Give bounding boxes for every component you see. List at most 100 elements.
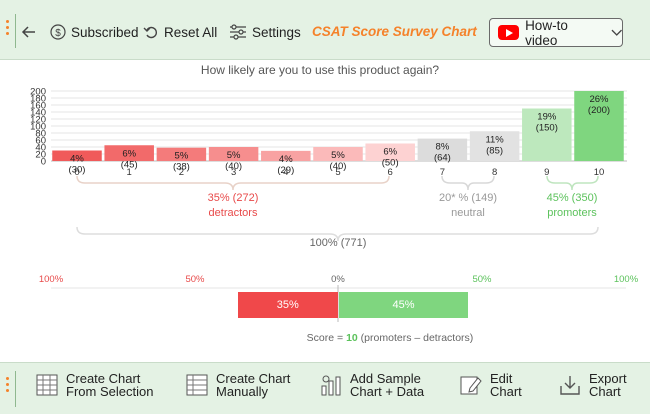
y-tick-label: 40 xyxy=(35,143,46,154)
score-prefix: Score = xyxy=(307,332,346,344)
bar-percent-label: 6% xyxy=(383,147,397,158)
bar-count-label: (85) xyxy=(486,145,503,156)
gauge-tick-right-50: 50% xyxy=(472,274,492,285)
y-tick-label: 180 xyxy=(30,94,46,105)
toolbar-divider xyxy=(15,14,16,48)
gauge-tick-right-100: 100% xyxy=(614,274,639,285)
gauge-tick-left-100: 100% xyxy=(39,274,64,285)
y-tick-label: 120 xyxy=(30,115,46,126)
score-line: Score = 10 (promoters – detractors) xyxy=(307,332,474,344)
bar xyxy=(574,91,624,161)
x-tick-label: 7 xyxy=(440,167,445,178)
detractors-label: detractors xyxy=(209,207,258,219)
promoters-label: promoters xyxy=(547,207,597,219)
export-chart-button[interactable]: Export Chart xyxy=(559,372,627,398)
add-sample-line1: Add Sample xyxy=(350,371,421,386)
gauge-detractors-bar: 35% xyxy=(237,292,338,318)
x-tick-label: 3 xyxy=(231,167,236,178)
gauge-promoters-label: 45% xyxy=(392,299,415,311)
bar xyxy=(104,145,154,161)
bar-percent-label: 5% xyxy=(227,150,241,161)
gauge-promoters-bar: 45% xyxy=(339,292,469,318)
promoters-summary: 45% (350) xyxy=(547,192,598,204)
bars-group: 4%(30)6%(45)5%(38)5%(40)4%(29)5%(40)6%(5… xyxy=(52,91,624,176)
bar-percent-label: 5% xyxy=(175,151,189,162)
undo-icon xyxy=(143,26,157,39)
back-arrow-icon xyxy=(21,26,35,38)
create-manual-line1: Create Chart xyxy=(216,371,291,386)
score-value: 10 xyxy=(346,332,358,344)
sample-chart-icon xyxy=(321,375,341,396)
table-edit-icon xyxy=(186,374,208,396)
bar-percent-label: 4% xyxy=(70,154,84,165)
back-button[interactable] xyxy=(21,21,37,43)
x-tick-label: 6 xyxy=(388,167,393,178)
x-tick-label: 5 xyxy=(335,167,340,178)
bar-percent-label: 5% xyxy=(331,150,345,161)
y-tick-label: 200 xyxy=(30,87,46,98)
edit-chart-line1: Edit xyxy=(490,371,513,386)
x-tick-label: 1 xyxy=(127,167,132,178)
chevron-down-icon xyxy=(610,29,622,36)
add-sample-chart-button[interactable]: Add Sample Chart + Data xyxy=(320,372,424,398)
detractors-summary: 35% (272) xyxy=(208,192,259,204)
bar-count-label: (45) xyxy=(121,159,138,170)
bottom-grip-handle[interactable] xyxy=(6,377,10,395)
export-icon xyxy=(560,376,580,395)
x-tick-label: 8 xyxy=(492,167,497,178)
csat-chart: How likely are you to use this product a… xyxy=(30,63,639,344)
neutral-label: neutral xyxy=(451,207,485,219)
y-tick-label: 140 xyxy=(30,108,46,119)
subscribed-label: Subscribed xyxy=(71,24,139,40)
bottom-divider xyxy=(15,371,16,407)
youtube-icon xyxy=(498,25,520,40)
settings-button[interactable]: Settings xyxy=(229,21,301,43)
bar-count-label: (40) xyxy=(225,161,242,172)
svg-text:$: $ xyxy=(55,28,61,39)
bar xyxy=(261,150,311,161)
neutral-brace xyxy=(441,175,495,191)
bar-count-label: (38) xyxy=(173,162,190,173)
neutral-summary: 20* % (149) xyxy=(439,192,497,204)
bar-count-label: (64) xyxy=(434,153,451,164)
settings-label: Settings xyxy=(252,24,301,40)
bar-percent-label: 4% xyxy=(279,154,293,165)
bar xyxy=(365,143,415,161)
promoters-brace xyxy=(546,175,599,191)
bar xyxy=(156,147,207,161)
subscribed-button[interactable]: $ Subscribed xyxy=(50,21,139,43)
bar-percent-label: 6% xyxy=(122,148,136,159)
detractors-brace xyxy=(76,175,390,191)
create-chart-manually-button[interactable]: Create Chart Manually xyxy=(186,372,290,398)
bar xyxy=(208,147,259,161)
bar-count-label: (40) xyxy=(330,161,347,172)
bar-count-label: (150) xyxy=(536,123,558,134)
y-tick-label: 80 xyxy=(35,129,46,140)
y-tick-label: 0 xyxy=(41,157,46,168)
create-chart-from-selection-button[interactable]: Create Chart From Selection xyxy=(36,372,153,398)
edit-chart-button[interactable]: Edit Chart xyxy=(460,372,522,398)
sliders-icon xyxy=(230,24,246,40)
total-brace xyxy=(76,226,599,242)
bar-count-label: (29) xyxy=(277,165,294,176)
gauge-tick-left-50: 50% xyxy=(185,274,205,285)
how-to-video-label: How-to video xyxy=(525,17,568,48)
gauge-detractors-label: 35% xyxy=(276,299,299,311)
toolbar-grip-handle[interactable] xyxy=(6,20,10,38)
x-tick-label: 2 xyxy=(179,167,184,178)
gauge-tick-zero: 0% xyxy=(331,274,345,285)
bar-count-label: (200) xyxy=(588,105,610,116)
bar-count-label: (30) xyxy=(69,165,86,176)
dollar-circle-icon: $ xyxy=(50,24,66,40)
create-selection-line1: Create Chart xyxy=(66,371,141,386)
bar-percent-label: 26% xyxy=(589,94,609,105)
x-tick-label: 4 xyxy=(283,167,288,178)
app-title: CSAT Score Survey Chart xyxy=(312,24,477,39)
reset-all-button[interactable]: Reset All xyxy=(143,21,217,43)
table-grid-icon xyxy=(36,374,58,396)
create-selection-line2: From Selection xyxy=(66,384,154,399)
bar-percent-label: 19% xyxy=(537,112,557,123)
how-to-video-dropdown[interactable]: How-to video xyxy=(489,17,623,48)
edit-chart-line2: Chart xyxy=(490,384,522,399)
top-toolbar: $ Subscribed Reset All Settings CSAT Sco… xyxy=(0,0,650,60)
